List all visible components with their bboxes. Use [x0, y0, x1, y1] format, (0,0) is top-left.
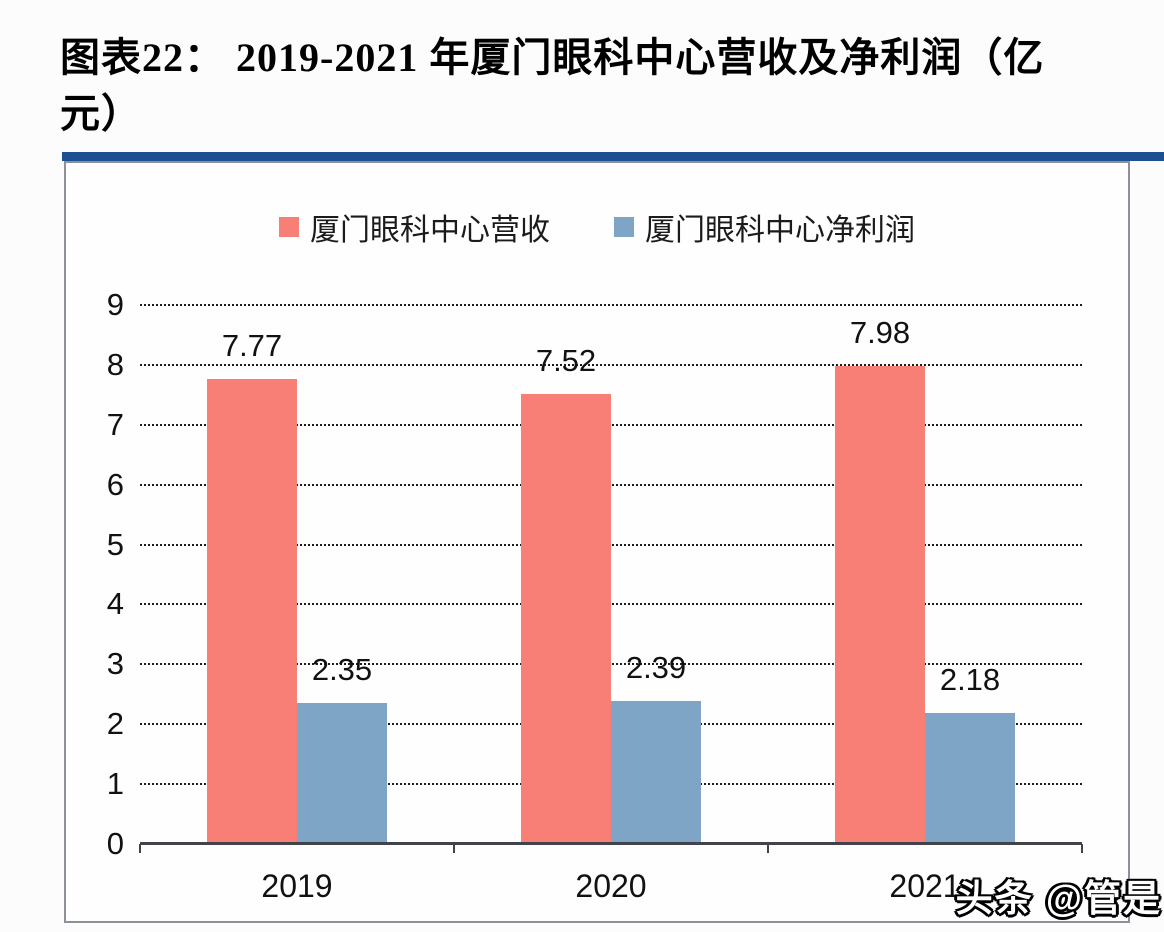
- y-tick-label-1: 1: [106, 766, 124, 802]
- chart-legend: 厦门眼科中心营收 厦门眼科中心净利润: [66, 205, 1128, 249]
- bar-revenue-2019: [207, 378, 297, 844]
- bar-revenue-2020: [521, 393, 611, 844]
- value-label-net-profit-2021: 2.18: [939, 662, 1001, 698]
- y-tick-label-0: 0: [106, 826, 124, 861]
- title-divider: [62, 152, 1164, 161]
- bar-net-profit-2020: [611, 700, 701, 844]
- y-tick-label-2: 2: [106, 706, 124, 742]
- y-tick-label-4: 4: [106, 586, 124, 622]
- page-title: 图表22： 2019-2021 年厦门眼科中心营收及净利润（亿 元）: [60, 30, 1044, 142]
- x-axis-line: [140, 842, 1082, 845]
- y-tick-label-5: 5: [106, 526, 124, 562]
- title-line-1: 图表22： 2019-2021 年厦门眼科中心营收及净利润（亿: [60, 35, 1045, 80]
- gridline-9: [140, 304, 1082, 306]
- value-label-net-profit-2020: 2.39: [625, 649, 687, 685]
- title-line-2: 元）: [60, 91, 142, 136]
- legend-label-net-profit: 厦门眼科中心净利润: [645, 214, 915, 247]
- legend-swatch-net-profit-icon: [614, 217, 634, 237]
- y-tick-label-6: 6: [106, 466, 124, 502]
- gridline-3: [140, 663, 1082, 666]
- value-label-revenue-2021: 7.98: [849, 315, 911, 351]
- x-axis-label-2020: 2020: [575, 868, 647, 904]
- gridline-4: [140, 603, 1082, 606]
- legend-swatch-revenue-icon: [279, 217, 299, 237]
- y-tick-label-8: 8: [106, 346, 124, 382]
- x-axis-tick-2: [767, 844, 769, 853]
- y-tick-label-3: 3: [106, 646, 124, 682]
- gridline-8: [140, 363, 1082, 366]
- plot-area: 0 1 2 3 4 5 6 7 8 9 7.77 2.35 2019 7.52 2.39 2020 7.98 2.…: [66, 163, 1128, 921]
- y-tick-label-7: 7: [106, 406, 124, 442]
- value-label-revenue-2019: 7.77: [221, 327, 283, 363]
- bar-revenue-2021: [835, 366, 925, 844]
- gridline-6: [140, 483, 1082, 486]
- x-axis-tick-0: [139, 844, 141, 853]
- y-tick-label-9: 9: [106, 287, 124, 322]
- x-axis-label-2019: 2019: [261, 868, 333, 904]
- value-label-revenue-2020: 7.52: [535, 342, 597, 378]
- legend-item-revenue: 厦门眼科中心营收: [279, 205, 550, 249]
- watermark: 头条 @管是: [955, 878, 1162, 919]
- bar-net-profit-2021: [925, 713, 1015, 844]
- legend-item-net-profit: 厦门眼科中心净利润: [614, 205, 915, 249]
- gridline-7: [140, 423, 1082, 426]
- x-axis-tick-3: [1081, 844, 1083, 853]
- gridline-5: [140, 543, 1082, 546]
- value-label-net-profit-2019: 2.35: [311, 652, 373, 688]
- bar-net-profit-2019: [297, 703, 387, 844]
- x-axis-tick-1: [453, 844, 455, 853]
- x-axis-label-2021: 2021: [889, 868, 961, 904]
- legend-label-revenue: 厦门眼科中心营收: [310, 214, 550, 247]
- chart-frame: 厦门眼科中心营收 厦门眼科中心净利润 0 1 2 3 4 5 6 7 8 9 7.77 2.35 201…: [64, 161, 1130, 923]
